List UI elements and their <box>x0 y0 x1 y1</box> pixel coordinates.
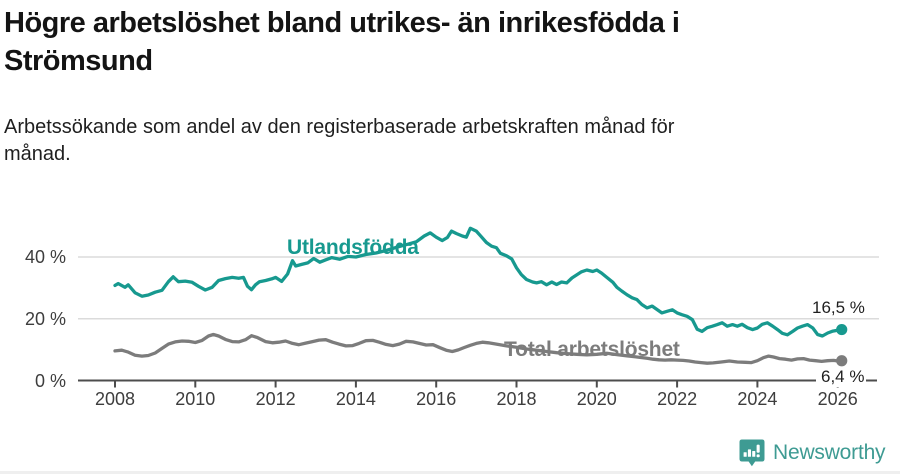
end-value-label-utlandsfodda: 16,5 % <box>812 298 865 317</box>
series-label-utlandsfodda: Utlandsfödda <box>287 236 419 259</box>
newsworthy-brand-text: Newsworthy <box>773 441 886 464</box>
x-axis-tick-label: 2026 <box>817 389 858 409</box>
series-label-total-arbetsloshet: Total arbetslöshet <box>504 338 680 361</box>
y-axis-tick-label: 0 % <box>34 370 66 391</box>
x-axis-tick-label: 2010 <box>175 389 216 409</box>
x-axis-tick-label: 2024 <box>737 389 778 409</box>
x-axis-tick-label: 2008 <box>94 389 136 409</box>
x-axis-tick-label: 2022 <box>657 389 698 409</box>
newsworthy-speech-bubble-chart-icon <box>738 438 766 468</box>
x-axis-tick-label: 2012 <box>255 389 296 409</box>
page-title: Högre arbetslöshet bland utrikes- än inr… <box>4 7 680 77</box>
end-value-label-total: 6,4 % <box>819 367 867 387</box>
bottom-border <box>0 471 900 474</box>
x-axis-tick-label: 2014 <box>335 389 376 409</box>
newsworthy-logo[interactable]: Newsworthy <box>738 438 886 468</box>
page-subtitle: Arbetssökande som andel av den registerb… <box>4 116 675 165</box>
x-axis-tick-label: 2018 <box>496 389 537 409</box>
y-axis-tick-label: 40 % <box>24 247 66 267</box>
y-axis-tick-label: 20 % <box>24 308 66 329</box>
x-axis-tick-label: 2016 <box>416 389 457 409</box>
x-axis-tick-label: 2020 <box>576 389 617 409</box>
